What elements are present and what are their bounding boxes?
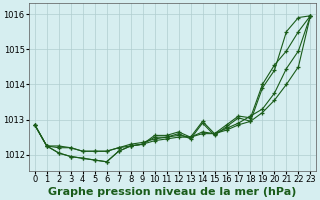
X-axis label: Graphe pression niveau de la mer (hPa): Graphe pression niveau de la mer (hPa): [48, 187, 297, 197]
